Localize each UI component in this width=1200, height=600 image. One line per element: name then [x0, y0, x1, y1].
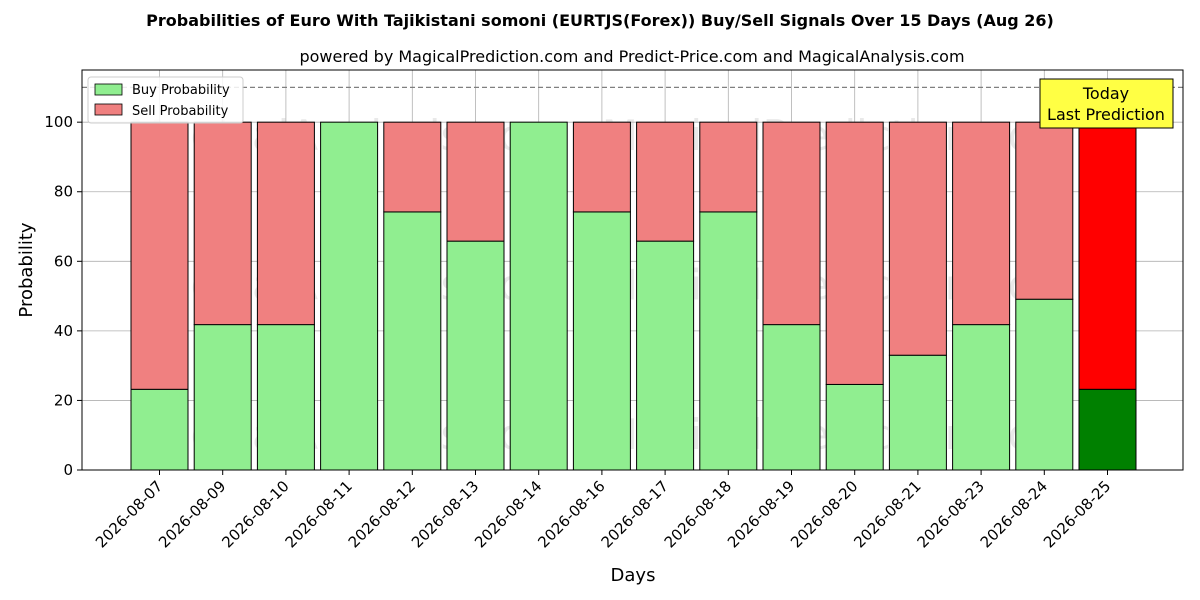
x-tick-label: 2026-08-17	[598, 477, 672, 551]
bar-buy-2	[256, 324, 315, 471]
bar-buy-4	[383, 211, 442, 471]
x-tick-label: 2026-08-23	[914, 477, 988, 551]
legend-label-buy: Buy Probability	[132, 83, 230, 98]
x-tick-label: 2026-08-18	[661, 477, 735, 551]
legend: Buy Probability Sell Probability	[87, 76, 244, 124]
bar-buy-3	[320, 121, 379, 471]
annotation-box	[1039, 78, 1174, 129]
bar-buy-10	[762, 324, 821, 471]
x-tick-label: 2026-08-19	[724, 477, 798, 551]
y-tick-label: 40	[54, 322, 73, 340]
bar-buy-6	[509, 121, 568, 471]
bar-sell-13	[952, 121, 1011, 326]
bar-sell-8	[636, 121, 695, 242]
x-tick-label: 2026-08-20	[787, 477, 861, 551]
bar-sell-7	[572, 121, 631, 213]
bar-buy-15	[1078, 388, 1137, 471]
bar-buy-5	[446, 240, 505, 471]
today-annotation: Today Last Prediction	[1039, 78, 1174, 129]
bar-buy-12	[888, 354, 947, 471]
bar-buy-8	[636, 240, 695, 471]
bar-buy-0	[130, 388, 189, 471]
bar-sell-12	[888, 121, 947, 356]
legend-label-sell: Sell Probability	[132, 104, 229, 119]
y-tick-label: 60	[54, 252, 73, 270]
x-tick-label: 2026-08-10	[218, 477, 292, 551]
bar-buy-13	[952, 324, 1011, 471]
bar-sell-11	[825, 121, 884, 385]
bar-sell-1	[193, 121, 252, 326]
y-tick-label: 80	[54, 183, 73, 201]
legend-frame	[87, 76, 244, 124]
bar-sell-5	[446, 121, 505, 242]
x-tick-label: 2026-08-12	[345, 477, 419, 551]
bar-buy-11	[825, 383, 884, 471]
y-tick-label: 20	[54, 391, 73, 409]
bar-buy-14	[1015, 298, 1074, 471]
bar-sell-0	[130, 121, 189, 390]
plot-frame	[81, 69, 1184, 471]
x-tick-label: 2026-08-11	[282, 477, 356, 551]
bar-buy-1	[193, 324, 252, 471]
bar-sell-10	[762, 121, 821, 326]
bars	[130, 121, 1137, 471]
x-tick-label: 2026-08-25	[1040, 477, 1114, 551]
bar-sell-15	[1078, 121, 1137, 390]
bar-sell-4	[383, 121, 442, 213]
x-tick-label: 2026-08-21	[850, 477, 924, 551]
x-tick-label: 2026-08-07	[92, 477, 166, 551]
chart-subtitle: powered by MagicalPrediction.com and Pre…	[299, 47, 964, 66]
bar-buy-7	[572, 211, 631, 471]
legend-swatch-sell	[94, 103, 123, 116]
bar-sell-2	[256, 121, 315, 326]
x-tick-label: 2026-08-09	[155, 477, 229, 551]
bar-buy-9	[699, 211, 758, 471]
x-tick-label: 2026-08-13	[408, 477, 482, 551]
y-tick-label: 100	[44, 113, 73, 131]
bar-sell-9	[699, 121, 758, 213]
annotation-line-1: Today	[1082, 84, 1129, 103]
y-tick-label: 0	[63, 461, 73, 479]
annotation-line-2: Last Prediction	[1047, 105, 1165, 124]
chart-title: Probabilities of Euro With Tajikistani s…	[146, 11, 1054, 30]
x-tick-label: 2026-08-16	[534, 477, 608, 551]
x-tick-label: 2026-08-24	[977, 477, 1051, 551]
y-axis-ticks: 0 20 40 60 80 100	[44, 113, 82, 479]
y-axis-label: Probability	[16, 222, 37, 317]
x-tick-label: 2026-08-14	[471, 477, 545, 551]
x-axis-ticks: 2026-08-072026-08-092026-08-102026-08-11…	[92, 470, 1114, 551]
x-axis-label: Days	[611, 565, 656, 586]
legend-swatch-buy	[94, 83, 123, 96]
bar-sell-14	[1015, 121, 1074, 300]
